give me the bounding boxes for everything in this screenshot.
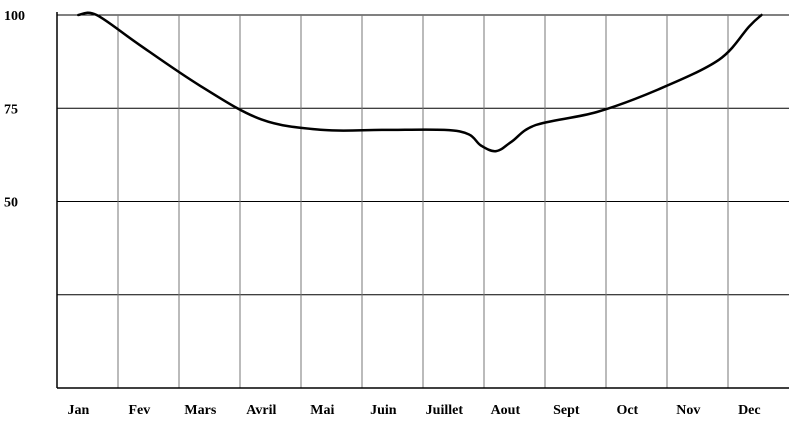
x-tick-label: Juillet: [426, 403, 464, 418]
x-tick-label: Aout: [491, 403, 521, 418]
x-tick-label: Sept: [553, 403, 580, 418]
series-line: [77, 11, 763, 153]
x-tick-label: Fev: [128, 403, 150, 418]
y-tick-label: 100: [4, 9, 25, 24]
x-tick-label: Nov: [676, 403, 700, 418]
x-tick-label: Mai: [310, 403, 334, 418]
x-tick-label: Jan: [67, 403, 89, 418]
y-tick-label: 75: [4, 102, 18, 117]
y-tick-label: 50: [4, 196, 18, 211]
x-tick-label: Dec: [738, 403, 761, 418]
x-tick-label: Juin: [370, 403, 397, 418]
x-tick-label: Mars: [184, 403, 216, 418]
x-tick-label: Avril: [246, 403, 276, 418]
x-tick-label: Oct: [616, 403, 638, 418]
